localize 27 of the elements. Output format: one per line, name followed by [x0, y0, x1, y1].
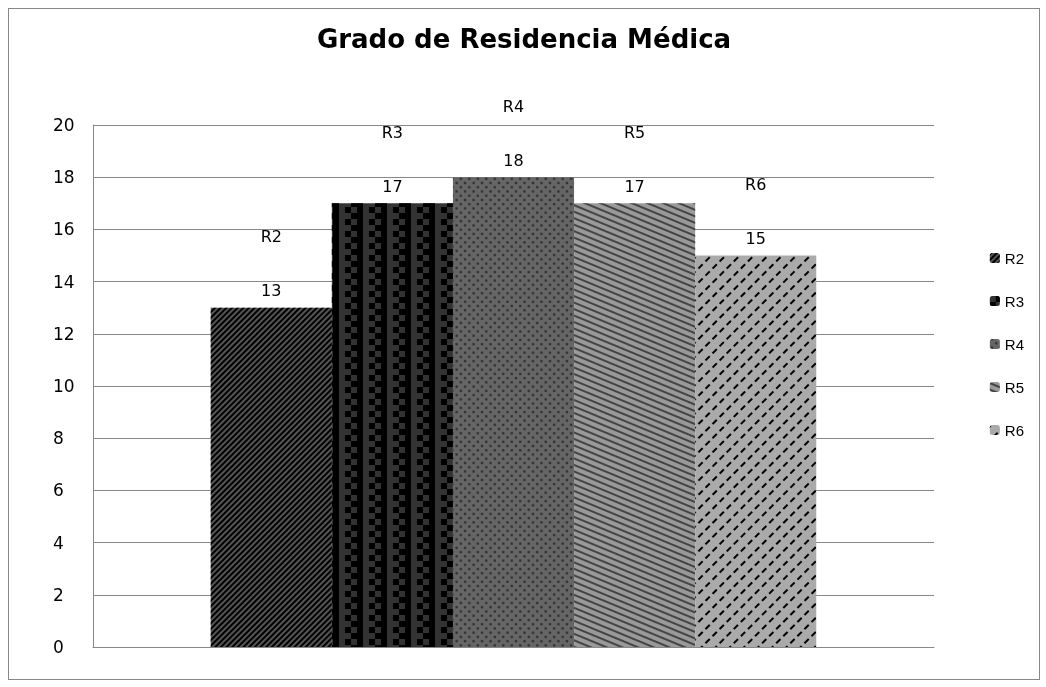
y-tick-label: 20 — [53, 115, 75, 135]
y-tick-label: 2 — [53, 584, 64, 605]
text: R5 — [623, 122, 646, 142]
legend-label: R2 — [1004, 249, 1025, 267]
legend-label: R6 — [1004, 421, 1025, 439]
legend-label: R4 — [1004, 335, 1025, 353]
y-tick-label: 0 — [53, 637, 64, 657]
text: R3 — [381, 122, 404, 142]
y-tick-label: 6 — [53, 480, 64, 501]
data-label: 17 — [382, 176, 403, 196]
chart-title: Grado de Residencia Médica — [316, 24, 732, 54]
y-tick-label: 10 — [53, 376, 75, 396]
text: R4 — [502, 96, 525, 116]
data-label: 18 — [503, 150, 524, 170]
text: R6 — [745, 175, 767, 194]
text: R2 — [260, 227, 282, 247]
y-tick-label: 18 — [53, 167, 75, 188]
y-tick-label: 14 — [53, 271, 75, 292]
y-tick-label: 12 — [53, 323, 75, 344]
legend-label: R3 — [1004, 292, 1025, 310]
y-tick-label: 16 — [53, 219, 75, 240]
data-label: 17 — [624, 176, 645, 196]
legend-label: R5 — [1004, 378, 1025, 396]
y-tick-label: 4 — [53, 532, 64, 553]
data-label: 15 — [745, 229, 766, 248]
y-tick-label: 8 — [53, 428, 64, 449]
data-label: 13 — [261, 281, 282, 301]
